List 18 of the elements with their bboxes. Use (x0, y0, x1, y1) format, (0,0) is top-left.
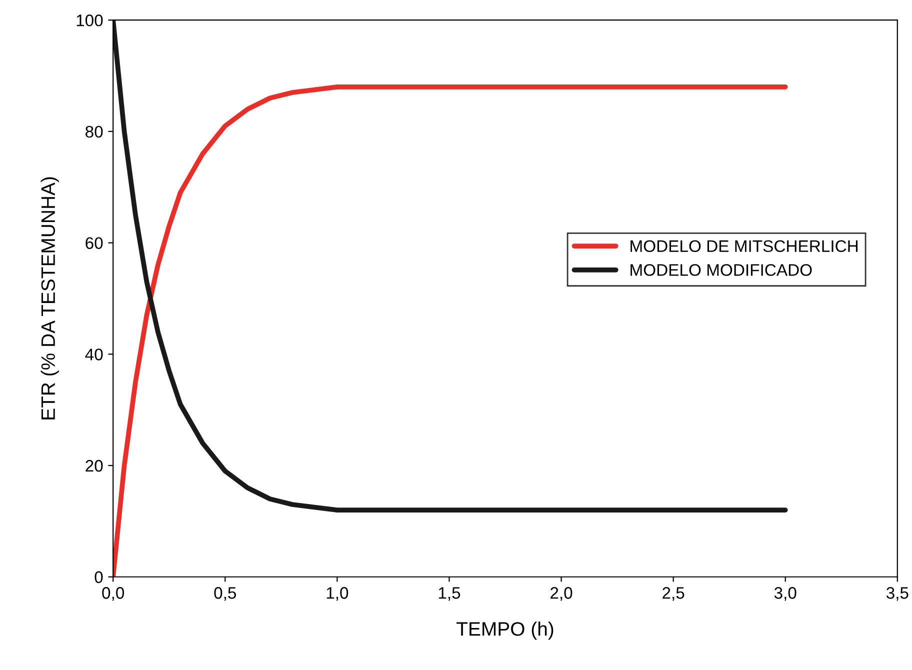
x-tick-label: 0,0 (102, 587, 124, 601)
y-axis-title: ETR (% DA TESTEMUNHA) (40, 177, 59, 420)
x-tick-label: 1,5 (438, 587, 460, 601)
x-axis-title: TEMPO (h) (456, 622, 554, 640)
y-tick-label: 20 (86, 460, 103, 472)
x-tick-label: 0,5 (214, 587, 236, 601)
x-tick-label: 2,5 (662, 587, 684, 601)
y-tick-label: 60 (86, 237, 103, 250)
x-tick-label: 1,0 (326, 587, 348, 601)
legend-label: MODELO MODIFICADO (630, 264, 812, 276)
x-tick-label: 2,0 (550, 587, 572, 601)
y-tick-label: 0 (94, 571, 103, 584)
y-tick-label: 80 (86, 126, 103, 138)
y-tick-label: 100 (76, 14, 103, 26)
x-tick-label: 3,5 (886, 587, 908, 601)
x-tick-label: 3,0 (774, 587, 796, 601)
y-tick-label: 40 (85, 348, 103, 360)
legend-label: MODELO DE MITSCHERLICH (630, 240, 858, 252)
